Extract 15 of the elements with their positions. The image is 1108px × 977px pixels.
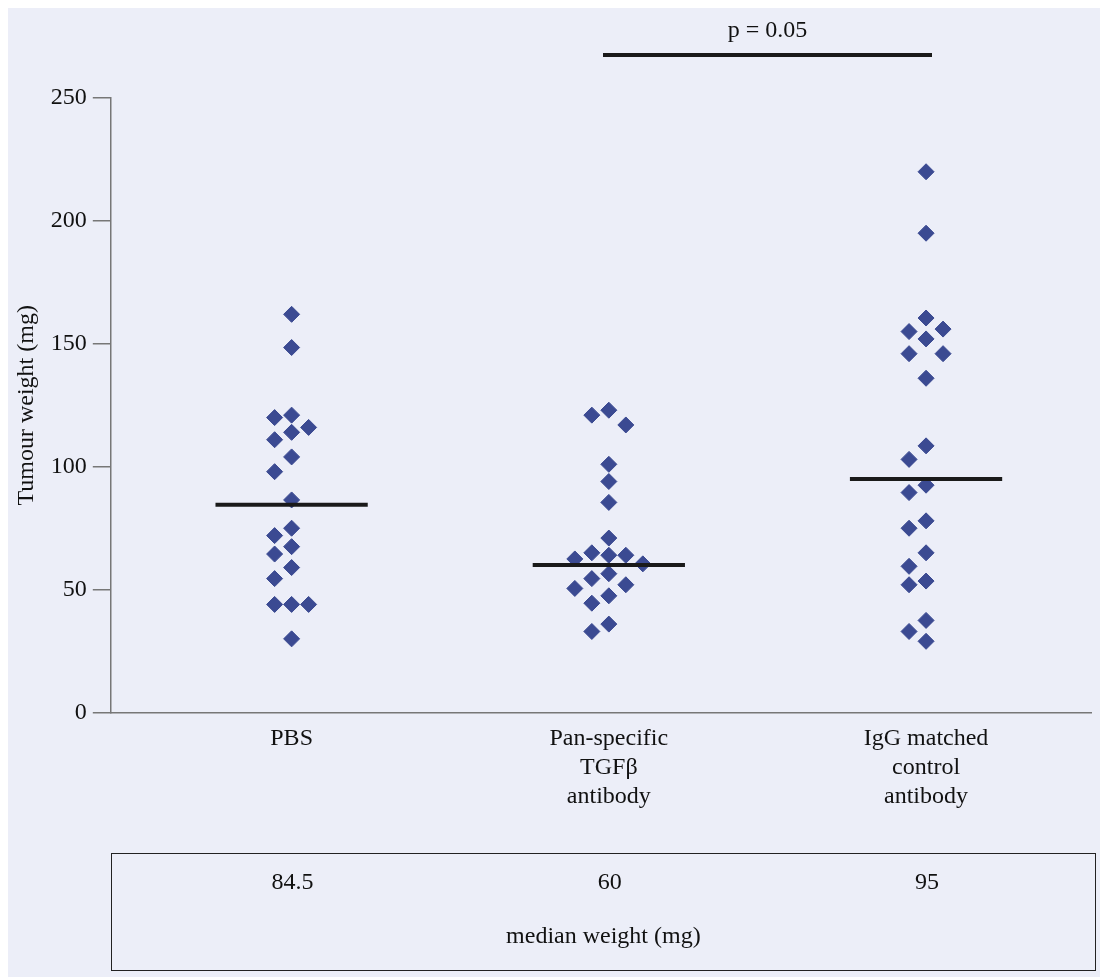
y-tick-label: 150 <box>50 329 87 356</box>
y-axis-title: Tumour weight (mg) <box>11 305 38 506</box>
y-tick-label: 250 <box>50 83 87 110</box>
x-tick-label: Pan-specific TGFβ antibody <box>549 724 669 808</box>
x-tick-label: IgG matched control antibody <box>863 724 989 808</box>
y-tick-label: 0 <box>74 697 87 724</box>
text: 60 <box>596 868 623 895</box>
y-tick-label: 50 <box>62 574 87 601</box>
text: median weight (mg) <box>505 922 702 949</box>
text: p = 0.05 <box>726 16 809 43</box>
x-tick-label: PBS <box>270 724 313 751</box>
y-tick-label: 100 <box>50 452 87 479</box>
text: 84.5 <box>270 868 315 895</box>
text: 95 <box>914 868 941 895</box>
y-tick-label: 200 <box>50 206 87 233</box>
